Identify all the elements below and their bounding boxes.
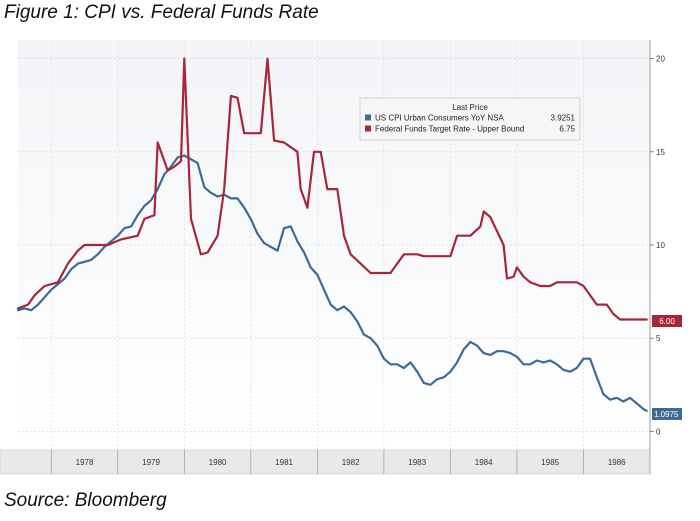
x-tick-label: 1981 xyxy=(275,458,293,467)
x-tick-label: 1978 xyxy=(76,458,94,467)
end-label-fedfunds-box xyxy=(652,315,682,327)
legend-title: Last Price xyxy=(452,103,488,112)
legend-value-cpi: 3.9251 xyxy=(551,114,576,123)
x-axis-ticks: 1978 1979 1980 1981 1982 1983 1984 1985 1986 xyxy=(50,450,651,474)
x-tick-label: 1986 xyxy=(608,458,626,467)
series-layer xyxy=(16,57,648,412)
legend-swatch-cpi xyxy=(365,114,371,121)
y-tick-label: 10 xyxy=(656,241,665,250)
x-tick-label: 1979 xyxy=(142,458,160,467)
legend-value-fedfunds: 6.75 xyxy=(559,125,575,134)
legend-label-fedfunds: Federal Funds Target Rate - Upper Bound xyxy=(375,125,524,134)
figure-title: Figure 1: CPI vs. Federal Funds Rate xyxy=(4,2,319,23)
y-tick-label: 20 xyxy=(656,55,665,64)
end-label-cpi-text: 1.0975 xyxy=(654,410,679,419)
x-axis-band xyxy=(0,449,651,475)
chart: 0 5 10 15 20 1978 1979 1980 1981 1982 1983 1984 198… xyxy=(0,40,682,475)
series-line-fedfunds xyxy=(16,57,648,321)
x-tick-label: 1983 xyxy=(408,458,426,467)
x-tick-label: 1984 xyxy=(475,458,493,467)
figure-source: Source: Bloomberg xyxy=(4,490,167,511)
legend-swatch-fedfunds xyxy=(365,125,371,132)
legend: Last Price US CPI Urban Consumers YoY NS… xyxy=(359,97,581,141)
end-label-fedfunds: 6.00 xyxy=(652,315,682,327)
y-axis-ticks: 0 5 10 15 20 xyxy=(650,55,665,436)
x-tick-label: 1985 xyxy=(541,458,559,467)
y-tick-label: 5 xyxy=(656,334,661,343)
legend-label-cpi: US CPI Urban Consumers YoY NSA xyxy=(375,114,504,123)
end-label-cpi: 1.0975 xyxy=(652,408,682,420)
end-label-cpi-box xyxy=(652,408,682,420)
end-label-fedfunds-text: 6.00 xyxy=(659,317,675,326)
y-tick-label: 0 xyxy=(656,427,661,436)
legend-box xyxy=(359,97,581,141)
series-line-cpi xyxy=(16,154,648,412)
x-tick-label: 1980 xyxy=(209,458,227,467)
x-tick-label: 1982 xyxy=(342,458,360,467)
y-tick-label: 15 xyxy=(656,148,665,157)
